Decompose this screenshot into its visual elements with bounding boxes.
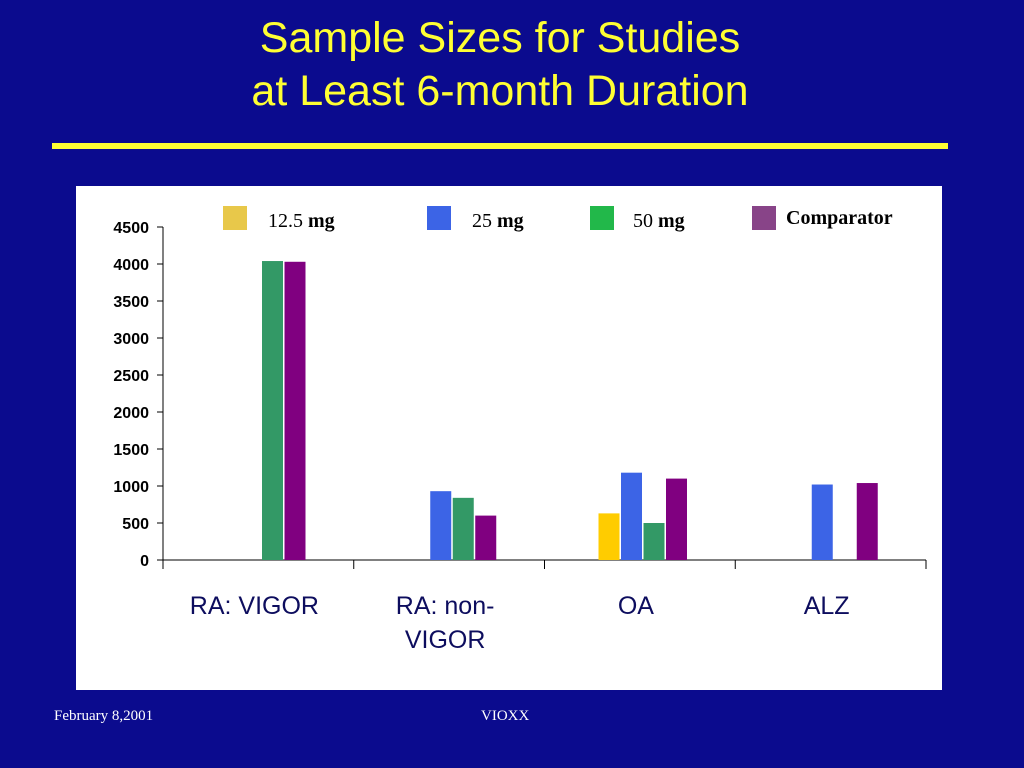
legend-dose-unit: mg [658, 210, 685, 232]
bar [452, 497, 474, 560]
bar [262, 261, 283, 560]
bar [856, 483, 878, 560]
category-label: ALZ [804, 592, 850, 620]
y-tick-label: 0 [140, 553, 149, 570]
category-label: OA [618, 592, 654, 620]
legend-label: 12.5 mg [268, 210, 335, 232]
bar [811, 484, 833, 560]
legend-label: Comparator [786, 207, 893, 229]
y-tick-label: 3000 [113, 331, 149, 348]
y-tick-label: 4500 [113, 220, 149, 237]
bar [643, 523, 665, 560]
legend-swatch [427, 206, 451, 230]
category-label-line: RA: non- [396, 592, 495, 620]
footer-date: February 8,2001 [54, 708, 154, 724]
slide-title-line-1: Sample Sizes for Studies [259, 14, 741, 62]
legend-swatch [223, 206, 247, 230]
footer-product: VIOXX [481, 708, 530, 724]
title-underline [52, 143, 948, 149]
y-tick-label: 500 [122, 516, 149, 533]
y-tick-label: 2500 [113, 368, 149, 385]
legend-dose-number: 50 [633, 210, 658, 232]
legend-label: 25 mg [472, 210, 524, 232]
legend-dose-number: 25 [472, 210, 497, 232]
bar [284, 261, 306, 560]
y-tick-label: 3500 [113, 294, 149, 311]
y-tick-label: 1500 [113, 442, 149, 459]
legend-dose-unit: mg [497, 210, 524, 232]
bar-chart: 0 500 1000 1500 2000 2500 3000 3500 4000 4500 RA: … [113, 206, 927, 654]
category-label-line: OA [618, 592, 654, 620]
legend-dose-number: 12.5 [268, 210, 308, 232]
legend-swatch [590, 206, 614, 230]
category-label: RA: VIGOR [190, 592, 319, 620]
slide-title-line-2: at Least 6-month Duration [251, 67, 749, 115]
bar [666, 478, 687, 560]
legend-swatch [752, 206, 776, 230]
legend-dose-unit: mg [308, 210, 335, 232]
y-tick-label: 1000 [113, 479, 149, 496]
bar [598, 513, 620, 560]
y-tick-label: 4000 [113, 257, 149, 274]
bar [621, 472, 642, 560]
chart-panel: 0 500 1000 1500 2000 2500 3000 3500 4000 4500 RA: … [76, 186, 942, 690]
slide-title: Sample Sizes for Studies at Least 6-mont… [0, 12, 1000, 118]
legend-label: 50 mg [633, 210, 685, 232]
category-label-line: ALZ [804, 592, 850, 620]
bar [475, 515, 497, 560]
bar [430, 491, 452, 560]
category-label: RA: non- VIGOR [396, 592, 495, 654]
y-tick-label: 2000 [113, 405, 149, 422]
category-label-line: VIGOR [405, 626, 486, 654]
category-label-line: RA: VIGOR [190, 592, 319, 620]
